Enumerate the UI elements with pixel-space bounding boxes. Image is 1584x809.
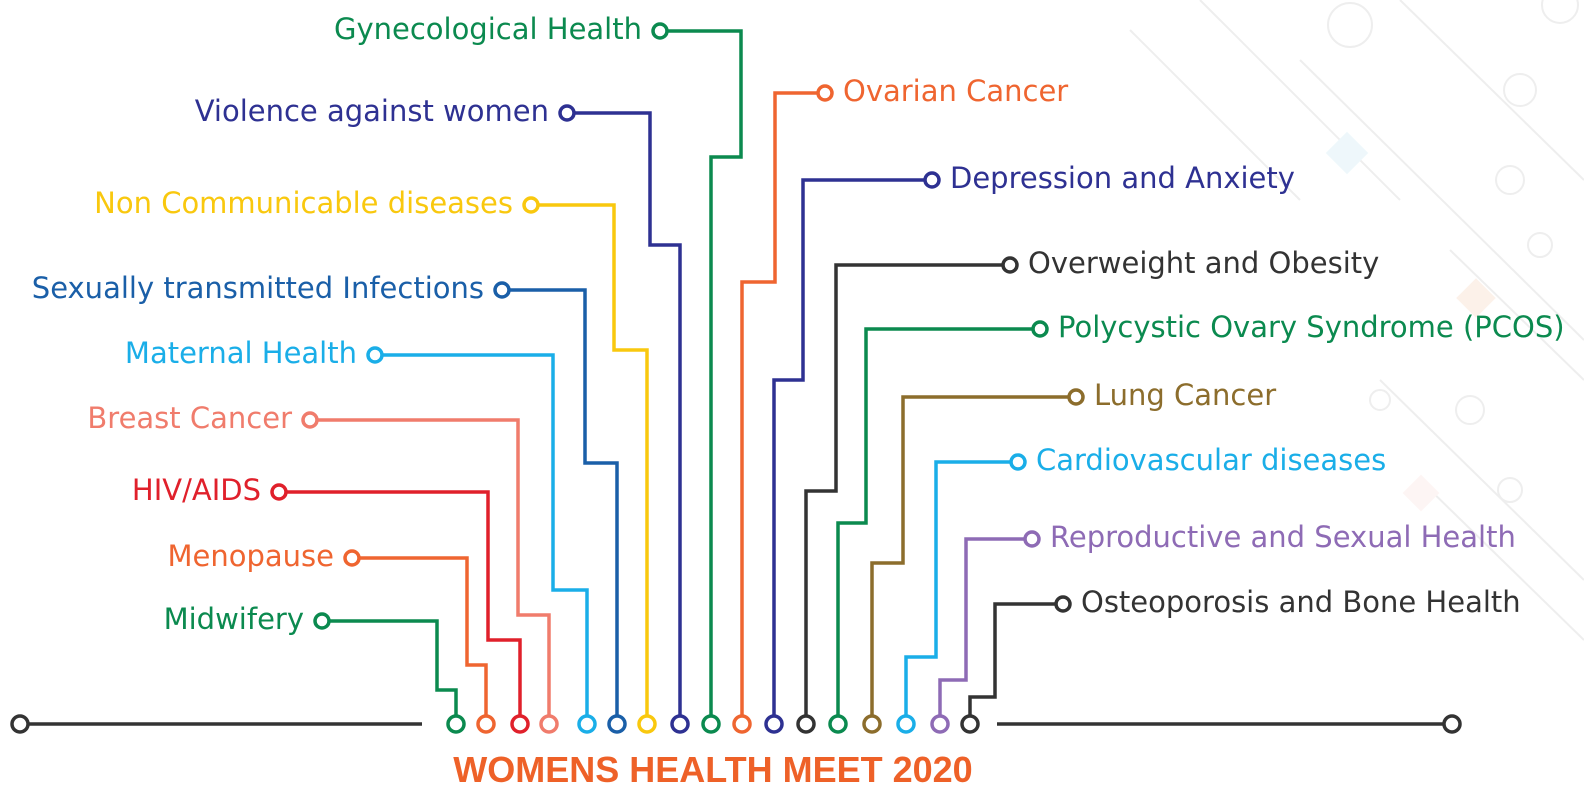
- node: [932, 716, 948, 732]
- connector: [970, 604, 1056, 716]
- node: [734, 716, 750, 732]
- connector: [317, 420, 549, 716]
- topic-label: Gynecological Health: [334, 12, 642, 46]
- label-node: [925, 173, 939, 187]
- topic-label: Overweight and Obesity: [1028, 246, 1379, 280]
- title: WOMENS HEALTH MEET 2020: [453, 749, 972, 790]
- label-node: [272, 485, 286, 499]
- topic-label: Polycystic Ovary Syndrome (PCOS): [1058, 310, 1565, 344]
- label-node: [315, 614, 329, 628]
- node: [639, 716, 655, 732]
- node: [512, 716, 528, 732]
- diagram: Midwifery Menopause HIV/AIDS Breast Cancer M…: [0, 0, 1584, 809]
- node: [864, 716, 880, 732]
- node: [898, 716, 914, 732]
- label-node: [495, 283, 509, 297]
- label-node: [524, 198, 538, 212]
- label-node: [1025, 532, 1039, 546]
- label-node: [1033, 322, 1047, 336]
- node: [798, 716, 814, 732]
- label-node: [368, 348, 382, 362]
- node: [478, 716, 494, 732]
- node: [672, 716, 688, 732]
- timeline-end: [1444, 716, 1460, 732]
- topic-routes: Midwifery Menopause HIV/AIDS Breast Cancer M…: [32, 12, 1565, 732]
- topic-label: Maternal Health: [125, 336, 357, 370]
- topic-label: Menopause: [168, 539, 335, 573]
- connector: [940, 539, 1025, 716]
- node: [541, 716, 557, 732]
- timeline-end: [12, 716, 28, 732]
- topic-label: Cardiovascular diseases: [1036, 443, 1386, 477]
- topic-label: Sexually transmitted Infections: [32, 271, 484, 305]
- connector: [329, 621, 456, 716]
- label-node: [1069, 390, 1083, 404]
- label-node: [653, 24, 667, 38]
- topic-label: Lung Cancer: [1094, 378, 1276, 412]
- label-node: [560, 106, 574, 120]
- topic-label: Depression and Anxiety: [950, 161, 1295, 195]
- topic-label: Osteoporosis and Bone Health: [1081, 585, 1521, 619]
- node: [703, 716, 719, 732]
- topic-label: Breast Cancer: [87, 401, 292, 435]
- topic-label: Reproductive and Sexual Health: [1050, 520, 1516, 554]
- label-node: [1003, 258, 1017, 272]
- topic-label: Non Communicable diseases: [94, 186, 513, 220]
- label-node: [1011, 455, 1025, 469]
- connector: [382, 355, 587, 716]
- node: [830, 716, 846, 732]
- node: [766, 716, 782, 732]
- label-node: [345, 551, 359, 565]
- label-node: [303, 413, 317, 427]
- connector: [359, 558, 486, 716]
- node: [448, 716, 464, 732]
- node: [962, 716, 978, 732]
- node: [609, 716, 625, 732]
- node: [579, 716, 595, 732]
- topic-label: Violence against women: [195, 94, 549, 128]
- connector: [667, 31, 741, 716]
- topic-label: HIV/AIDS: [132, 473, 261, 507]
- label-node: [1056, 597, 1070, 611]
- label-node: [818, 86, 832, 100]
- topic-label: Midwifery: [164, 602, 304, 636]
- topic-label: Ovarian Cancer: [843, 74, 1068, 108]
